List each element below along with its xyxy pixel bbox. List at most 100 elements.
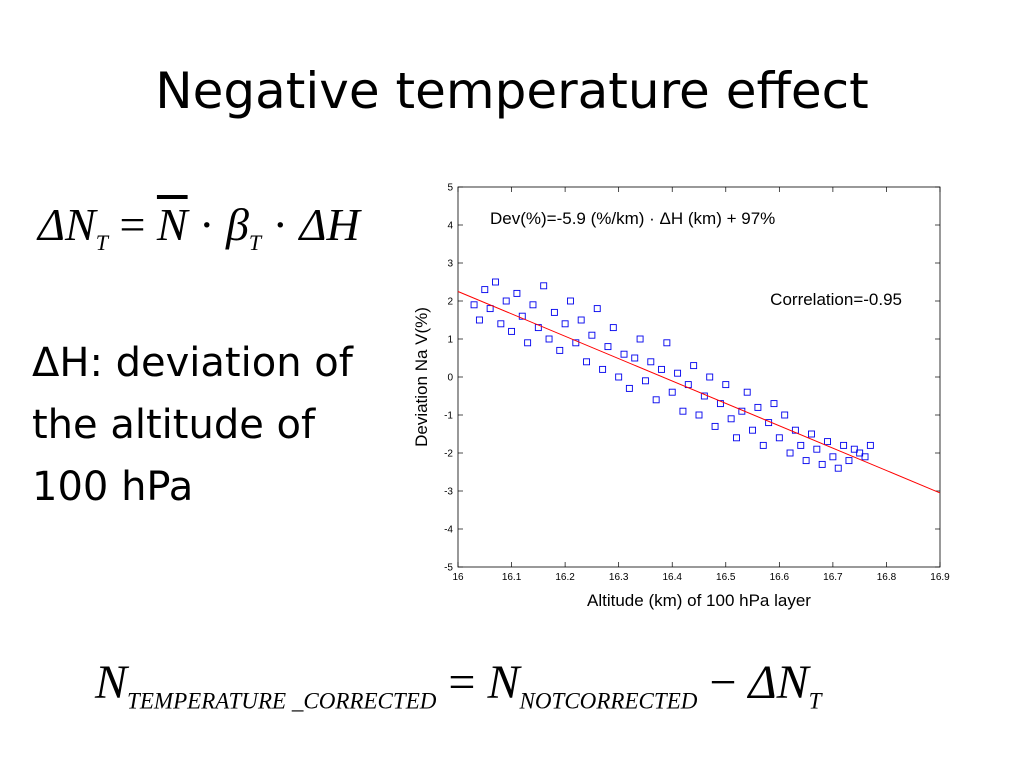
data-point xyxy=(481,286,489,294)
data-point xyxy=(668,388,676,396)
y-tick-label: 0 xyxy=(447,373,453,384)
formula-lhs: ΔN xyxy=(38,199,96,250)
data-point xyxy=(861,453,869,461)
y-axis-label: Deviation Na V(%) xyxy=(412,307,431,447)
data-point xyxy=(674,369,682,377)
body-line-2: the altitude of xyxy=(32,402,316,448)
x-tick-label: 16.6 xyxy=(770,572,790,583)
data-point xyxy=(529,301,537,309)
formula-eq: = xyxy=(119,199,146,250)
x-tick-label: 16.3 xyxy=(609,572,629,583)
data-point xyxy=(695,411,703,419)
y-tick-label: 1 xyxy=(447,335,453,346)
data-point xyxy=(786,449,794,457)
y-tick-label: -5 xyxy=(444,563,453,574)
y-tick-label: 2 xyxy=(447,297,453,308)
y-tick-label: -2 xyxy=(444,449,453,460)
data-point xyxy=(497,320,505,328)
fit-line xyxy=(457,291,941,494)
data-point xyxy=(679,407,687,415)
data-point xyxy=(749,426,757,434)
data-point xyxy=(540,282,548,290)
data-point xyxy=(577,316,585,324)
x-tick-label: 16.7 xyxy=(823,572,843,583)
data-point xyxy=(593,305,601,313)
data-point xyxy=(663,339,671,347)
scatter-chart: 16 16.1 16.2 16.3 16.4 16.5 16.6 16.7 16.8 16.9 -5… xyxy=(412,183,950,611)
data-point xyxy=(518,312,526,320)
x-tick-label: 16.2 xyxy=(555,572,575,583)
y-tick-label: -4 xyxy=(444,525,453,536)
plot-frame xyxy=(457,186,941,568)
data-point xyxy=(711,422,719,430)
data-point xyxy=(550,308,558,316)
formula-beta: β xyxy=(225,199,249,250)
data-point xyxy=(824,438,831,446)
data-point xyxy=(641,377,649,385)
data-point xyxy=(652,396,660,404)
x-tick-label: 16.8 xyxy=(877,572,897,583)
x-tick-label: 16.5 xyxy=(716,572,736,583)
data-point xyxy=(513,289,521,297)
formula-delta-n: ΔNT = N · βT · ΔH xyxy=(38,198,360,256)
data-point xyxy=(647,358,655,366)
data-point xyxy=(615,373,623,381)
slide-title: Negative temperature effect xyxy=(155,62,869,120)
data-point xyxy=(599,365,607,373)
data-point xyxy=(492,278,499,286)
data-point xyxy=(834,464,842,472)
data-point xyxy=(818,460,826,468)
y-tick-label: -1 xyxy=(444,411,453,422)
x-tick-label: 16.9 xyxy=(930,572,950,583)
data-point xyxy=(829,453,837,461)
data-point xyxy=(620,350,628,358)
body-text: ΔH: deviation of the altitude of 100 hPa xyxy=(32,332,392,518)
correlation-label: Correlation=-0.95 xyxy=(770,290,902,309)
data-point xyxy=(561,320,569,328)
data-point xyxy=(556,346,564,354)
data-point xyxy=(658,365,665,373)
data-point xyxy=(572,339,580,347)
data-point xyxy=(583,358,590,366)
y-tick-label: -3 xyxy=(444,487,453,498)
data-point xyxy=(722,381,730,389)
formula2-n2: N xyxy=(487,656,520,709)
formula-dh: ΔH xyxy=(299,199,360,250)
data-point xyxy=(502,297,510,305)
data-point xyxy=(604,343,612,351)
formula2-n: N xyxy=(95,656,128,709)
fit-equation-label: Dev(%)=-5.9 (%/km) · ΔH (km) + 97% xyxy=(490,209,775,228)
data-point xyxy=(856,449,864,457)
data-point xyxy=(486,305,494,313)
data-point xyxy=(690,362,698,370)
data-point xyxy=(625,384,633,392)
data-point xyxy=(866,441,874,449)
data-point xyxy=(797,441,805,449)
data-point xyxy=(743,388,751,396)
data-point xyxy=(840,441,848,449)
data-point xyxy=(567,297,574,305)
formula-corrected: NTEMPERATURE _CORRECTED = NNOTCORRECTED … xyxy=(95,655,821,714)
y-tick-label: 4 xyxy=(447,221,453,232)
data-point xyxy=(845,457,853,465)
y-tick-label: 3 xyxy=(447,259,453,270)
data-point xyxy=(754,403,762,411)
data-point xyxy=(802,457,810,465)
data-point xyxy=(775,434,783,442)
data-point xyxy=(475,316,483,324)
data-point xyxy=(524,339,532,347)
formula-lhs-sub: T xyxy=(95,229,108,255)
data-point xyxy=(733,434,740,442)
data-point xyxy=(470,301,478,309)
x-tick-label: 16.1 xyxy=(502,572,522,583)
data-point xyxy=(727,415,735,423)
body-line-1: ΔH: deviation of xyxy=(32,340,353,386)
formula2-sub3: T xyxy=(808,687,822,714)
data-point xyxy=(759,441,767,449)
x-tick-label: 16.4 xyxy=(662,572,682,583)
formula2-sub2: NOTCORRECTED xyxy=(519,687,698,714)
formula-dot-1: · xyxy=(199,199,215,250)
data-point xyxy=(716,400,724,408)
data-point xyxy=(545,335,553,343)
data-point xyxy=(588,331,596,339)
